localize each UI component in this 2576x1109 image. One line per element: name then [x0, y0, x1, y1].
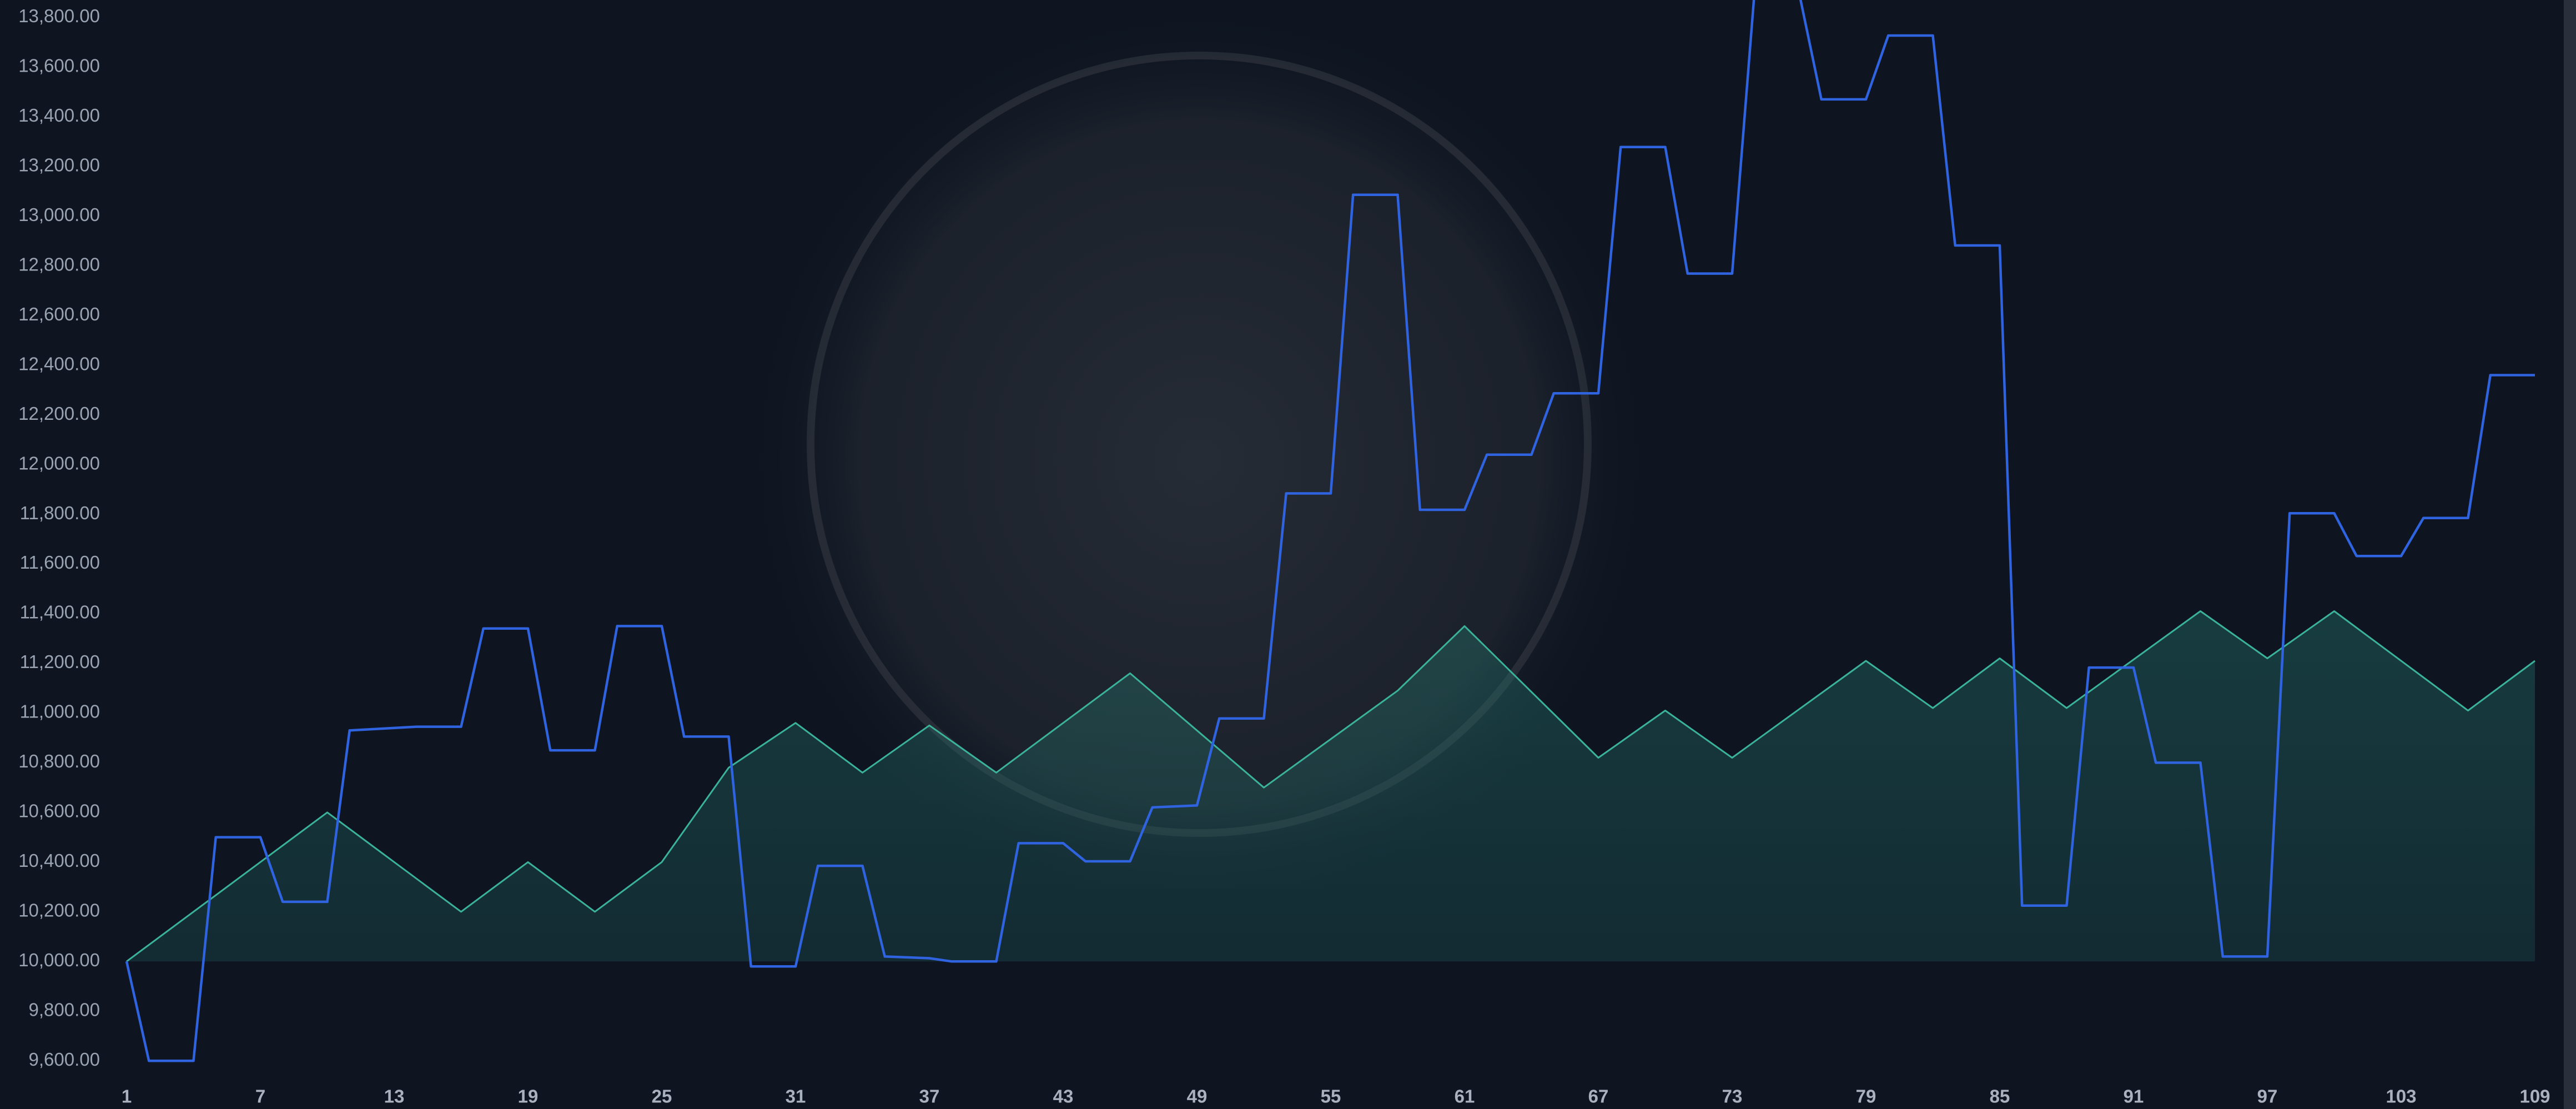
- x-tick-label: 85: [1990, 1086, 2010, 1107]
- y-tick-label: 10,600.00: [18, 801, 100, 821]
- x-tick-label: 61: [1455, 1086, 1475, 1107]
- y-tick-label: 13,800.00: [18, 6, 100, 26]
- y-tick-label: 13,400.00: [18, 105, 100, 126]
- y-tick-label: 9,600.00: [29, 1049, 100, 1070]
- y-tick-label: 9,800.00: [29, 1000, 100, 1020]
- x-tick-label: 49: [1187, 1086, 1208, 1107]
- y-tick-label: 11,800.00: [20, 503, 100, 523]
- x-tick-label: 31: [786, 1086, 806, 1107]
- y-tick-label: 10,000.00: [18, 950, 100, 970]
- y-tick-label: 11,600.00: [20, 552, 100, 573]
- y-tick-label: 13,200.00: [18, 154, 100, 175]
- y-tick-label: 12,600.00: [18, 304, 100, 324]
- x-tick-label: 1: [122, 1086, 132, 1107]
- y-tick-label: 13,600.00: [18, 56, 100, 76]
- y-tick-label: 10,200.00: [18, 900, 100, 921]
- y-tick-label: 11,200.00: [20, 651, 100, 672]
- y-tick-label: 10,400.00: [18, 850, 100, 871]
- x-tick-label: 19: [518, 1086, 539, 1107]
- y-tick-label: 11,400.00: [20, 602, 100, 623]
- area-fill: [127, 611, 2535, 962]
- x-tick-label: 25: [652, 1086, 672, 1107]
- x-tick-label: 109: [2519, 1086, 2550, 1107]
- x-tick-label: 13: [384, 1086, 405, 1107]
- y-tick-label: 12,800.00: [18, 254, 100, 274]
- y-tick-label: 13,000.00: [18, 204, 100, 225]
- series-line: [126, 610, 2535, 962]
- x-tick-label: 73: [1722, 1086, 1743, 1107]
- y-tick-label: 12,200.00: [18, 403, 100, 424]
- y-tick-label: 12,000.00: [18, 453, 100, 473]
- x-tick-label: 55: [1321, 1086, 1341, 1107]
- plot-area: [125, 0, 2535, 1062]
- right-edge: [2564, 0, 2576, 1109]
- y-tick-label: 12,400.00: [18, 353, 100, 374]
- x-tick-label: 79: [1856, 1086, 1876, 1107]
- x-tick-label: 43: [1053, 1086, 1074, 1107]
- x-tick-label: 7: [255, 1086, 265, 1107]
- x-tick-label: 97: [2257, 1086, 2278, 1107]
- x-tick-label: 37: [919, 1086, 940, 1107]
- x-tick-label: 103: [2386, 1086, 2416, 1107]
- y-tick-label: 10,800.00: [18, 751, 100, 771]
- series-line: [125, 0, 2535, 1062]
- x-tick-label: 67: [1588, 1086, 1609, 1107]
- y-tick-label: 11,000.00: [20, 701, 100, 722]
- x-tick-label: 91: [2124, 1086, 2144, 1107]
